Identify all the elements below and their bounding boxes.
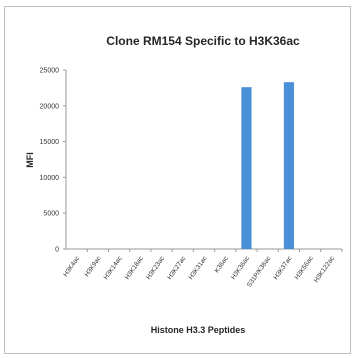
y-axis: 0 5000 10000 15000 20000 25000	[40, 68, 67, 254]
x-axis-title: Histone H3.3 Peptides	[151, 325, 246, 335]
x-tick-label: H3K18ac	[124, 255, 146, 282]
x-axis: H3K4ac H3K9ac H3K14ac H3K18ac H3K23ac H3K27ac…	[62, 248, 343, 289]
y-tick-label: 20000	[40, 103, 60, 110]
x-tick-label: H3K36ac	[230, 255, 252, 282]
x-tick-label: H3K14ac	[103, 255, 125, 282]
x-tick-label: H3K31ac	[188, 255, 210, 282]
bar	[241, 87, 252, 250]
bars	[241, 82, 295, 250]
x-tick-label: H3K27ac	[166, 255, 188, 282]
x-tick-label: H3K122ac	[313, 255, 337, 284]
y-tick-label: 25000	[40, 68, 60, 75]
x-tick-label: H3K4ac	[62, 255, 81, 279]
x-tick-label: H3K23ac	[145, 255, 167, 282]
bar	[283, 82, 295, 249]
y-tick-label: 5000	[43, 211, 59, 218]
chart-title: Clone RM154 Specific to H3K36ac	[106, 34, 300, 48]
y-tick-label: 15000	[40, 139, 60, 146]
x-tick-label: K36ac	[214, 255, 231, 275]
y-tick-label: 0	[55, 247, 59, 254]
y-tick-label: 10000	[40, 175, 60, 182]
x-tick-label: H3K37ac	[272, 255, 294, 282]
y-axis-title: MFI	[25, 152, 35, 168]
x-tick-label: H3K9ac	[83, 255, 102, 279]
x-tick-label: H3K56ac	[294, 255, 316, 282]
